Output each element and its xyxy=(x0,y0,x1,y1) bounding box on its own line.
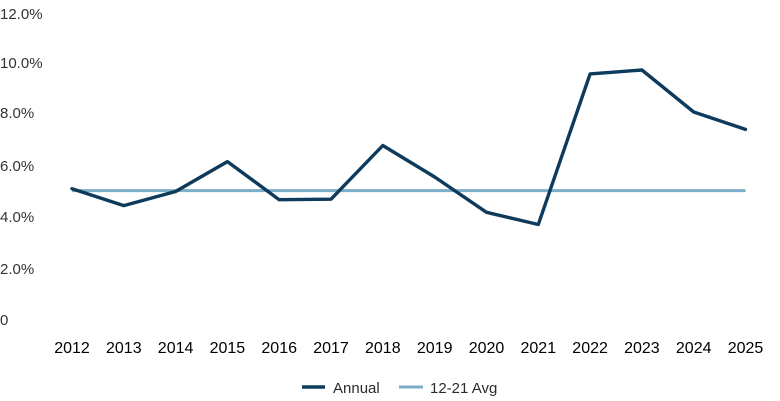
svg-text:10.0%: 10.0% xyxy=(0,55,43,72)
svg-text:2013: 2013 xyxy=(106,340,142,357)
svg-text:2016: 2016 xyxy=(261,340,297,357)
svg-text:2017: 2017 xyxy=(313,340,349,357)
svg-text:Annual: Annual xyxy=(333,380,380,397)
svg-text:6.0%: 6.0% xyxy=(0,158,34,175)
svg-text:2019: 2019 xyxy=(417,340,453,357)
svg-text:2020: 2020 xyxy=(469,340,505,357)
svg-text:0: 0 xyxy=(0,312,8,329)
svg-text:2.0%: 2.0% xyxy=(0,261,34,278)
svg-text:12-21 Avg: 12-21 Avg xyxy=(430,380,497,397)
svg-text:12.0%: 12.0% xyxy=(0,6,43,23)
svg-text:2021: 2021 xyxy=(521,340,557,357)
svg-text:8.0%: 8.0% xyxy=(0,105,34,122)
svg-text:2012: 2012 xyxy=(54,340,90,357)
svg-text:2023: 2023 xyxy=(624,340,660,357)
svg-text:2025: 2025 xyxy=(728,340,764,357)
svg-text:2018: 2018 xyxy=(365,340,401,357)
svg-text:2015: 2015 xyxy=(210,340,246,357)
svg-text:2022: 2022 xyxy=(572,340,608,357)
svg-text:4.0%: 4.0% xyxy=(0,209,34,226)
svg-text:2014: 2014 xyxy=(158,340,194,357)
svg-text:2024: 2024 xyxy=(676,340,712,357)
